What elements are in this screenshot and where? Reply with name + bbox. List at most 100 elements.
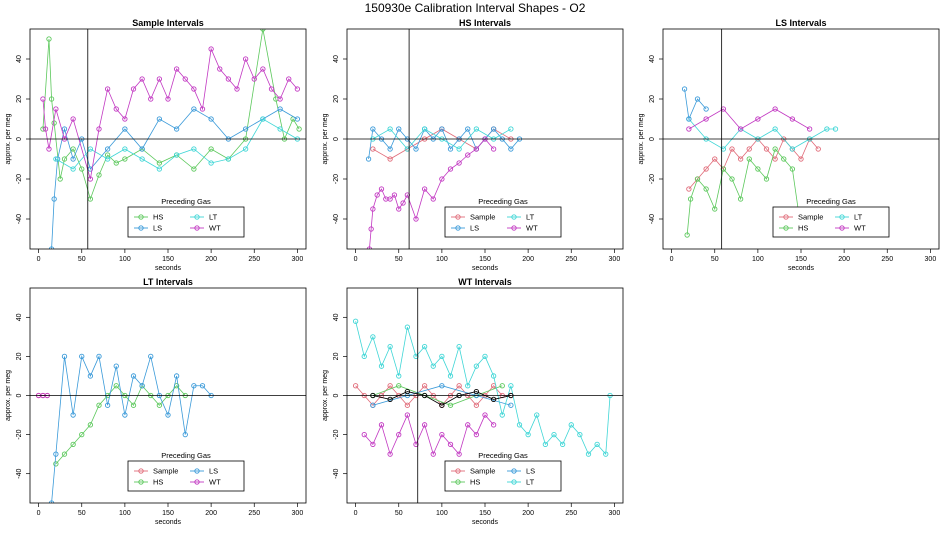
data-point-wt [225, 76, 232, 82]
data-point-sample [763, 146, 770, 152]
data-point-ls [277, 106, 283, 112]
data-point-hs [191, 166, 197, 172]
data-point-hs [712, 206, 718, 212]
data-point-ls [96, 353, 102, 360]
data-point-wt [473, 146, 480, 152]
legend-entry-lt: LT [209, 213, 218, 222]
legend-swatch-point [194, 225, 200, 231]
x-axis-label: seconds [155, 265, 182, 272]
data-point-wt [396, 431, 402, 438]
data-point-wt [242, 56, 249, 62]
y-tick-label: 40 [333, 313, 340, 321]
data-point-wt [199, 106, 206, 112]
series-line-ls [51, 108, 298, 249]
data-point-wt [370, 206, 376, 212]
data-point-lt [456, 343, 462, 350]
x-tick-label: 300 [292, 510, 304, 517]
data-point-ls [191, 383, 197, 389]
legend-entry-sample: Sample [798, 213, 823, 222]
data-point-wt [439, 176, 445, 182]
series-line-sample [688, 138, 819, 190]
x-tick-label: 50 [395, 510, 403, 517]
data-point-wt [686, 126, 692, 132]
legend-swatch-point [455, 468, 461, 474]
data-point-lt [378, 363, 385, 369]
data-point-ls [413, 146, 419, 152]
y-tick-label: -20 [16, 429, 23, 439]
data-point-ls [173, 126, 180, 132]
data-point-lt [508, 126, 514, 132]
data-point-wt [456, 160, 462, 166]
legend-box [127, 206, 245, 238]
data-point-hs [755, 166, 761, 172]
data-point-ls [139, 383, 145, 389]
data-point-lt [225, 156, 232, 162]
y-tick-label: -20 [333, 174, 340, 184]
data-point-sample [772, 156, 778, 162]
data-point-sample [746, 146, 752, 152]
data-point-lt [242, 146, 249, 152]
data-point-sample [387, 156, 393, 162]
data-point-wt [387, 196, 393, 202]
data-point-lt [516, 422, 523, 428]
data-point-wt [755, 116, 761, 122]
data-point-wt [368, 226, 374, 232]
legend-entry-hs: HS [153, 478, 163, 487]
data-point-wt [378, 422, 385, 428]
series-line-hs [42, 29, 300, 201]
figure-title: 150930e Calibration Interval Shapes - O2 [364, 1, 586, 15]
data-point-lt [361, 353, 367, 360]
data-point-wt [173, 66, 180, 72]
data-point-lt [568, 422, 574, 428]
data-point-lt [482, 353, 488, 360]
data-point-wt [430, 196, 436, 202]
legend: Preceding Gas Sample LS HS LT [444, 451, 562, 492]
data-point-lt [53, 156, 59, 162]
x-tick-label: 0 [354, 256, 358, 263]
x-tick-label: 100 [436, 256, 448, 263]
data-point-lt [772, 126, 778, 132]
data-point-hs [79, 431, 85, 438]
legend-swatch-point [138, 479, 144, 485]
legend-box [127, 460, 245, 492]
data-point-ls [148, 353, 154, 360]
data-point-hs [684, 232, 690, 238]
data-point-wt [40, 96, 46, 102]
data-point-sample [798, 156, 804, 162]
data-point-hs [156, 160, 163, 166]
legend-swatch-point [455, 225, 461, 231]
data-point-hs [746, 156, 752, 162]
data-point-ls [54, 156, 61, 162]
data-point-wt [277, 96, 283, 102]
data-point-lt [370, 334, 376, 340]
data-point-ls [53, 451, 59, 457]
data-point-wt [703, 116, 709, 122]
panel-5: WT Intervals 0 50 100 150 200 250 300 -40 -20 0 20 4… [322, 277, 624, 526]
data-point-ls [104, 146, 111, 152]
panel-2: HS Intervals 0 50 100 150 200 250 300 -40 -20 0 20 4… [322, 18, 624, 272]
data-point-lt [559, 441, 566, 448]
legend-entry-ls: LS [526, 467, 535, 476]
data-point-sample [473, 402, 480, 408]
data-point-lt [421, 126, 428, 132]
series-line-lt [55, 118, 298, 170]
y-tick-label: 20 [16, 95, 23, 103]
x-tick-label: 200 [205, 510, 217, 517]
legend-entry-wt: WT [209, 478, 221, 487]
data-point-ls [87, 373, 94, 379]
series-line-wt [688, 108, 810, 130]
data-point-lt [413, 353, 419, 360]
x-tick-label: 0 [37, 256, 41, 263]
x-tick-label: 150 [162, 256, 174, 263]
legend-swatch-point [138, 468, 144, 474]
legend-swatch-point [839, 214, 845, 220]
y-tick-label: 0 [333, 137, 340, 141]
data-point-lt [387, 126, 393, 132]
legend-swatch-point [511, 225, 517, 231]
y-tick-label: 0 [16, 137, 23, 141]
legend-swatch-point [455, 214, 461, 220]
data-point-ls [61, 353, 68, 360]
data-point-ls [191, 106, 197, 112]
x-tick-label: 250 [248, 510, 260, 517]
x-tick-label: 250 [881, 256, 893, 263]
